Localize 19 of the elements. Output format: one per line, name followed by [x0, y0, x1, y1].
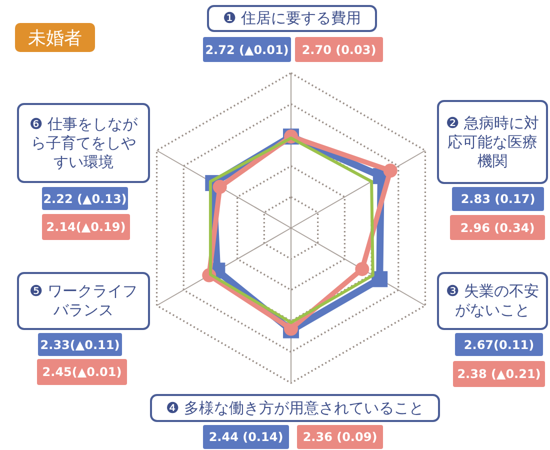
spoke-label: ❶ 住居に要する費用	[207, 5, 377, 32]
spoke-label: ❺ ワークライフバランス	[17, 272, 150, 330]
spoke-label: ❹ 多様な働き方が用意されていること	[150, 394, 440, 422]
text: 2.14(▲0.19)	[42, 214, 130, 240]
text: 2.44 (0.14)	[203, 425, 289, 449]
text: 2.83 (0.17)	[452, 187, 544, 211]
text: 2.33(▲0.11)	[38, 333, 122, 356]
spoke-label: ❻ 仕事をしながら子育てをしやすい環境	[17, 103, 150, 183]
text: 2.67(0.11)	[455, 333, 543, 356]
text: 2.96 (0.34)	[450, 215, 545, 240]
text: 2.38 (▲0.21)	[453, 361, 545, 387]
spoke-label: ❷ 急病時に対応可能な医療機関	[437, 100, 548, 184]
text: 2.70 (0.03)	[295, 37, 383, 62]
spoke-label: ❸ 失業の不安がないこと	[437, 272, 548, 330]
text: 2.72 (▲0.01)	[203, 37, 291, 62]
text: 2.45(▲0.01)	[37, 359, 127, 385]
text: 2.22 (▲0.13)	[42, 187, 128, 210]
text: 未婚者	[15, 23, 95, 52]
text: 2.36 (0.09)	[297, 425, 383, 449]
